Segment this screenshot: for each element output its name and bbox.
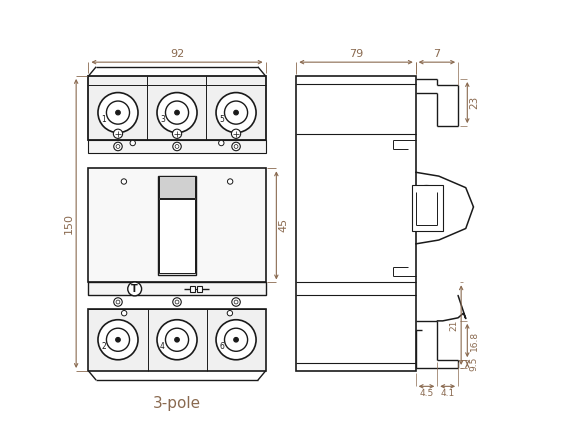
Bar (190, 286, 195, 292)
Circle shape (121, 310, 127, 316)
Circle shape (130, 140, 135, 146)
Bar (89, 309, 265, 371)
Text: 9.5: 9.5 (470, 357, 479, 371)
Circle shape (232, 298, 240, 306)
Text: 2: 2 (101, 342, 106, 351)
Circle shape (165, 328, 188, 351)
Bar (197, 286, 203, 292)
Circle shape (174, 337, 180, 342)
Circle shape (116, 110, 120, 115)
Circle shape (224, 328, 247, 351)
Bar (158, 176, 196, 275)
Circle shape (234, 300, 238, 304)
Circle shape (113, 129, 123, 138)
Text: 92: 92 (170, 49, 184, 59)
Circle shape (121, 179, 127, 184)
Text: 4: 4 (160, 342, 165, 351)
Circle shape (234, 110, 238, 115)
Bar (296, 76, 416, 371)
Text: 23: 23 (470, 96, 480, 109)
Text: 1: 1 (101, 115, 106, 124)
Circle shape (174, 110, 180, 115)
Circle shape (107, 101, 130, 124)
Circle shape (234, 145, 238, 149)
Circle shape (157, 93, 197, 133)
Circle shape (114, 142, 122, 151)
Text: 4.5: 4.5 (420, 389, 434, 398)
Bar (412, 185, 443, 231)
Text: 7: 7 (433, 49, 440, 59)
Text: 150: 150 (64, 213, 74, 234)
Text: 79: 79 (349, 49, 363, 59)
Circle shape (172, 129, 182, 138)
Text: T: T (131, 284, 138, 294)
Circle shape (116, 337, 120, 342)
Text: 3: 3 (160, 115, 165, 124)
Circle shape (227, 179, 233, 184)
Circle shape (173, 298, 181, 306)
Circle shape (232, 142, 240, 151)
Circle shape (216, 320, 256, 360)
Bar (89, 282, 265, 295)
Circle shape (98, 320, 138, 360)
Text: 3-pole: 3-pole (153, 396, 201, 411)
Circle shape (234, 337, 238, 342)
Circle shape (232, 129, 241, 138)
Bar (159, 199, 195, 273)
Circle shape (216, 93, 256, 133)
Circle shape (116, 145, 120, 149)
Bar (89, 140, 265, 153)
Circle shape (224, 101, 247, 124)
Bar (159, 176, 195, 198)
Circle shape (98, 93, 138, 133)
Circle shape (173, 142, 181, 151)
Circle shape (128, 282, 141, 296)
Circle shape (165, 101, 188, 124)
Circle shape (227, 310, 233, 316)
Text: 5: 5 (219, 115, 224, 124)
Circle shape (175, 300, 179, 304)
Bar (89, 168, 265, 282)
Text: 45: 45 (279, 218, 289, 232)
Circle shape (116, 300, 120, 304)
Text: 6: 6 (219, 342, 224, 351)
Text: 16.8: 16.8 (470, 330, 479, 351)
Circle shape (175, 145, 179, 149)
Circle shape (114, 298, 122, 306)
Bar (89, 76, 265, 140)
Text: 21: 21 (450, 319, 459, 331)
Circle shape (107, 328, 130, 351)
Text: 4.1: 4.1 (440, 389, 455, 398)
Circle shape (219, 140, 224, 146)
Circle shape (157, 320, 197, 360)
